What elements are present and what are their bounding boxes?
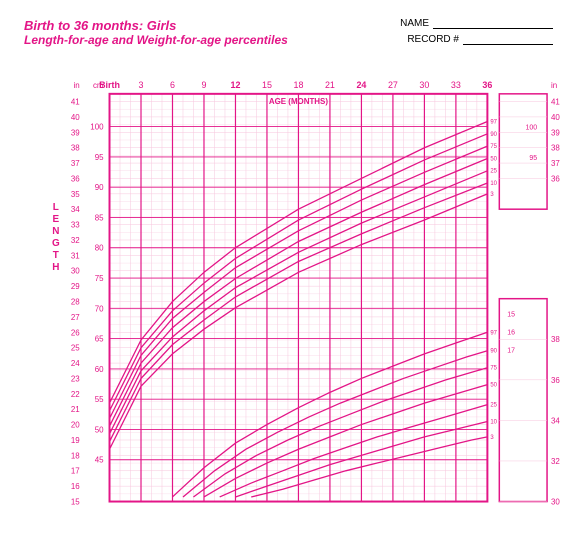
svg-text:100: 100 [90,123,104,132]
svg-text:90: 90 [95,183,104,192]
svg-text:in: in [551,81,557,90]
svg-text:24: 24 [356,80,366,90]
svg-text:10: 10 [490,181,497,187]
svg-text:45: 45 [95,456,104,465]
svg-text:3: 3 [490,435,494,441]
svg-text:21: 21 [325,80,335,90]
svg-text:90: 90 [490,132,497,138]
svg-text:100: 100 [525,125,537,132]
svg-text:36: 36 [551,376,560,385]
svg-text:E: E [53,214,60,225]
svg-text:38: 38 [71,144,80,153]
svg-text:15: 15 [71,498,80,507]
svg-text:30: 30 [419,80,429,90]
svg-text:38: 38 [551,144,560,153]
svg-text:34: 34 [551,416,560,425]
svg-text:17: 17 [507,347,515,354]
svg-text:G: G [52,238,60,249]
name-field-line [433,19,553,29]
svg-text:9: 9 [201,80,206,90]
svg-text:23: 23 [71,374,80,383]
svg-text:75: 75 [95,274,104,283]
svg-text:75: 75 [490,144,497,150]
svg-text:36: 36 [551,174,560,183]
svg-text:41: 41 [71,98,80,107]
svg-text:34: 34 [71,205,80,214]
svg-text:15: 15 [507,312,515,319]
svg-text:28: 28 [71,298,80,307]
svg-text:50: 50 [95,425,104,434]
svg-text:16: 16 [71,482,80,491]
name-label: NAME [400,18,429,29]
svg-text:25: 25 [71,344,80,353]
svg-text:30: 30 [551,498,560,507]
svg-text:95: 95 [95,153,104,162]
svg-text:40: 40 [71,113,80,122]
svg-text:33: 33 [71,221,80,230]
svg-text:in: in [73,81,79,90]
svg-text:97: 97 [490,330,497,336]
svg-text:37: 37 [71,159,80,168]
svg-text:22: 22 [71,390,80,399]
svg-text:70: 70 [95,304,104,313]
svg-text:29: 29 [71,282,80,291]
svg-text:31: 31 [71,251,80,260]
svg-text:36: 36 [482,80,492,90]
svg-text:75: 75 [490,366,497,372]
svg-text:35: 35 [71,190,80,199]
svg-text:15: 15 [262,80,272,90]
svg-text:32: 32 [551,457,560,466]
svg-text:90: 90 [490,349,497,355]
svg-text:50: 50 [490,383,497,389]
svg-text:97: 97 [490,120,497,126]
svg-text:60: 60 [95,365,104,374]
svg-text:12: 12 [230,80,240,90]
svg-text:24: 24 [71,359,80,368]
svg-text:95: 95 [529,155,537,162]
svg-text:N: N [52,226,59,237]
svg-text:H: H [52,262,59,273]
svg-text:32: 32 [71,236,80,245]
svg-text:L: L [53,202,59,213]
svg-text:38: 38 [551,335,560,344]
svg-text:25: 25 [490,169,497,175]
growth-chart: Birth369121518212427303336AGE (MONTHS)15… [24,64,561,531]
record-field-line [463,35,553,45]
record-label: RECORD # [407,34,459,45]
svg-text:50: 50 [490,156,497,162]
svg-text:55: 55 [95,395,104,404]
svg-text:39: 39 [71,128,80,137]
svg-text:80: 80 [95,244,104,253]
svg-text:17: 17 [71,467,80,476]
svg-text:10: 10 [490,420,497,426]
svg-text:30: 30 [71,267,80,276]
svg-text:3: 3 [490,192,494,198]
svg-text:85: 85 [95,213,104,222]
svg-text:39: 39 [551,128,560,137]
svg-text:25: 25 [490,403,497,409]
svg-text:18: 18 [71,451,80,460]
svg-text:36: 36 [71,174,80,183]
svg-text:65: 65 [95,335,104,344]
svg-text:3: 3 [139,80,144,90]
svg-text:33: 33 [451,80,461,90]
svg-text:AGE (MONTHS): AGE (MONTHS) [269,97,328,106]
svg-text:6: 6 [170,80,175,90]
svg-text:19: 19 [71,436,80,445]
svg-text:37: 37 [551,159,560,168]
svg-text:16: 16 [507,329,515,336]
svg-text:40: 40 [551,113,560,122]
svg-text:18: 18 [293,80,303,90]
svg-text:T: T [53,250,59,261]
svg-text:20: 20 [71,421,80,430]
svg-text:27: 27 [71,313,80,322]
svg-text:21: 21 [71,405,80,414]
svg-text:cm: cm [93,81,104,90]
svg-text:26: 26 [71,328,80,337]
svg-text:27: 27 [388,80,398,90]
svg-text:41: 41 [551,98,560,107]
